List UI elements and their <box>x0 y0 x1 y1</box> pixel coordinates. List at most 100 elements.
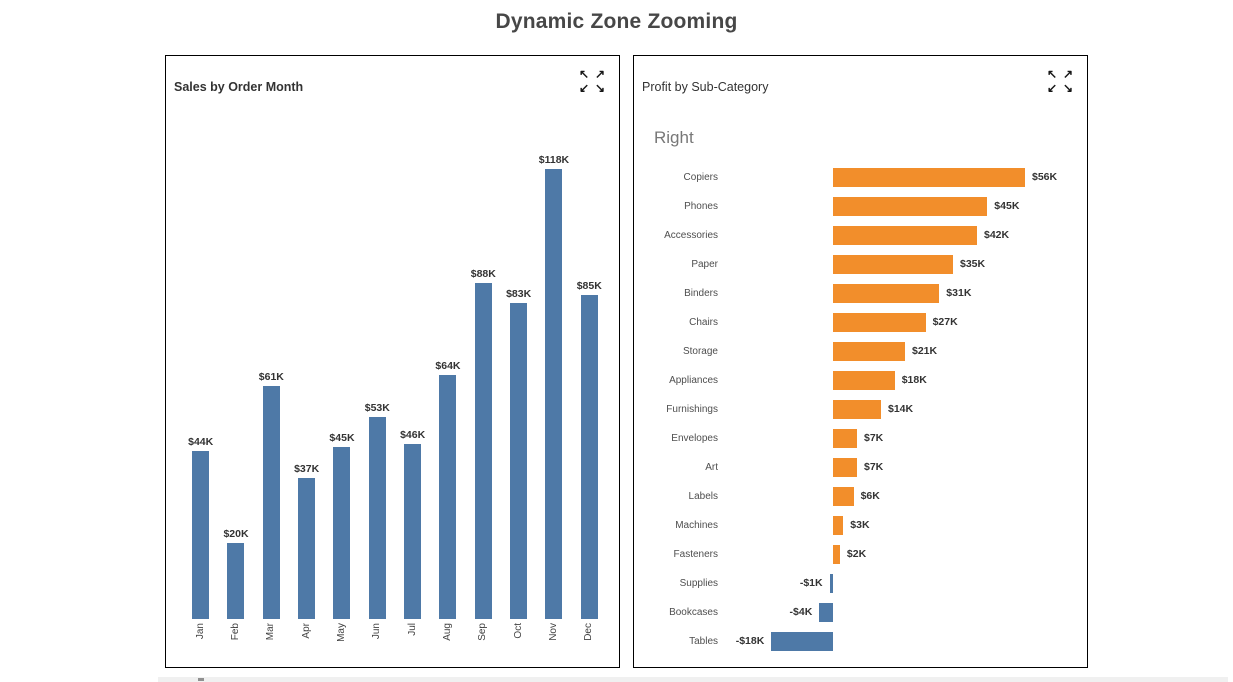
bar-column-mar: $61K <box>254 371 289 619</box>
bar-zone: $45K <box>718 192 1087 221</box>
profit-bar-furnishings[interactable] <box>833 400 881 419</box>
profit-row-bookcases: Bookcases -$4K <box>634 598 1087 627</box>
profit-bar-labels[interactable] <box>833 487 854 506</box>
month-tick: Apr <box>289 623 324 663</box>
sales-bar-aug[interactable] <box>439 374 457 619</box>
sales-bar-nov[interactable] <box>545 169 563 619</box>
profit-bar-machines[interactable] <box>833 516 844 535</box>
expand-arrow-glyph: ↖ <box>578 67 590 81</box>
bar-value-label: $7K <box>864 432 884 444</box>
month-tick-label: Sep <box>477 623 489 641</box>
profit-bar-copiers[interactable] <box>833 168 1025 187</box>
month-tick: Dec <box>572 623 607 663</box>
bar-value-label: $20K <box>223 527 249 540</box>
sales-bar-jan[interactable] <box>192 451 210 619</box>
profit-row-envelopes: Envelopes $7K <box>634 424 1087 453</box>
sales-bar-jun[interactable] <box>368 416 386 619</box>
profit-row-phones: Phones $45K <box>634 192 1087 221</box>
profit-bar-paper[interactable] <box>833 255 953 274</box>
sales-bar-apr[interactable] <box>298 477 316 619</box>
bar-column-jan: $44K <box>183 436 218 619</box>
bar-zone: $21K <box>718 337 1087 366</box>
sales-bar-may[interactable] <box>333 447 351 619</box>
bottom-scrollbar-thumb[interactable] <box>198 678 204 681</box>
expand-arrow-glyph: ↖ <box>1046 67 1058 81</box>
category-label: Appliances <box>669 375 718 386</box>
bar-value-label: $83K <box>506 287 532 300</box>
zone-label: Right <box>654 128 694 147</box>
bar-value-label: $88K <box>470 268 496 281</box>
profit-bar-art[interactable] <box>833 458 857 477</box>
profit-bar-binders[interactable] <box>833 284 940 303</box>
month-tick: Mar <box>254 623 289 663</box>
sales-bar-jul[interactable] <box>404 443 422 619</box>
profit-bar-bookcases[interactable] <box>819 603 833 622</box>
sales-bar-dec[interactable] <box>580 294 598 619</box>
profit-bar-phones[interactable] <box>833 197 988 216</box>
sales-bar-feb[interactable] <box>227 542 245 619</box>
profit-bar-chairs[interactable] <box>833 313 926 332</box>
profit-rows: Copiers $56K Phones $45K Accessories $42K Pape… <box>634 163 1087 656</box>
sales-expand-icon[interactable]: ↖ ↗ ↙ ↘ <box>578 68 606 94</box>
bar-value-label: $7K <box>864 461 884 473</box>
bar-column-jul: $46K <box>395 429 430 619</box>
bar-zone: $42K <box>718 221 1087 250</box>
profit-bar-supplies[interactable] <box>829 574 833 593</box>
category-label: Labels <box>688 491 718 502</box>
profit-row-paper: Paper $35K <box>634 250 1087 279</box>
profit-row-fasteners: Fasteners $2K <box>634 540 1087 569</box>
category-label: Tables <box>689 636 718 647</box>
bar-zone: $27K <box>718 308 1087 337</box>
profit-panel: Profit by Sub-Category ↖ ↗ ↙ ↘ Right Copier… <box>633 55 1088 668</box>
bottom-scrollbar-track[interactable] <box>158 677 1228 682</box>
expand-arrow-glyph: ↘ <box>594 81 606 95</box>
category-label: Accessories <box>664 230 718 241</box>
profit-bar-accessories[interactable] <box>833 226 977 245</box>
expand-arrow-glyph: ↘ <box>1062 81 1074 95</box>
profit-row-accessories: Accessories $42K <box>634 221 1087 250</box>
sales-bar-sep[interactable] <box>474 283 492 619</box>
profit-row-tables: Tables -$18K <box>634 627 1087 656</box>
month-tick: Oct <box>501 623 536 663</box>
sales-bar-mar[interactable] <box>262 386 280 619</box>
profit-row-supplies: Supplies -$1K <box>634 569 1087 598</box>
profit-expand-icon[interactable]: ↖ ↗ ↙ ↘ <box>1046 68 1074 94</box>
month-tick-label: Mar <box>265 623 277 641</box>
category-label: Paper <box>691 259 718 270</box>
sales-bar-oct[interactable] <box>510 302 528 619</box>
profit-bar-tables[interactable] <box>771 632 833 651</box>
month-tick-label: Nov <box>547 623 559 641</box>
expand-arrow-glyph: ↗ <box>594 67 606 81</box>
bar-value-label: $118K <box>538 154 570 166</box>
bar-zone: -$18K <box>718 627 1087 656</box>
bar-value-label: $44K <box>188 436 214 449</box>
month-tick: May <box>324 623 359 663</box>
dashboard-title: Dynamic Zone Zooming <box>495 10 738 33</box>
bar-column-may: $45K <box>324 432 359 619</box>
profit-row-labels: Labels $6K <box>634 482 1087 511</box>
expand-arrow-glyph: ↗ <box>1062 67 1074 81</box>
bar-zone: -$4K <box>718 598 1087 627</box>
profit-bar-storage[interactable] <box>833 342 905 361</box>
profit-bar-appliances[interactable] <box>833 371 895 390</box>
month-tick-label: Jun <box>371 623 383 640</box>
bar-value-label: $14K <box>888 403 914 415</box>
profit-bar-envelopes[interactable] <box>833 429 857 448</box>
bar-value-label: $35K <box>960 258 986 270</box>
category-label: Machines <box>675 520 718 531</box>
category-label: Chairs <box>689 317 718 328</box>
month-tick-label: May <box>335 623 347 642</box>
bar-value-label: $64K <box>435 359 461 372</box>
bar-value-label: $37K <box>294 462 320 475</box>
bar-column-oct: $83K <box>501 287 536 619</box>
profit-bar-fasteners[interactable] <box>833 545 840 564</box>
bar-column-sep: $88K <box>466 268 501 619</box>
sales-panel: Sales by Order Month ↖ ↗ ↙ ↘ $44K $20K $61K $3… <box>165 55 620 668</box>
bar-value-label: -$4K <box>789 606 813 618</box>
month-tick: Jan <box>183 623 218 663</box>
bar-column-apr: $37K <box>289 463 324 619</box>
category-label: Phones <box>684 201 718 212</box>
month-tick: Sep <box>466 623 501 663</box>
bar-value-label: $53K <box>364 401 390 414</box>
expand-arrow-glyph: ↙ <box>578 81 590 95</box>
